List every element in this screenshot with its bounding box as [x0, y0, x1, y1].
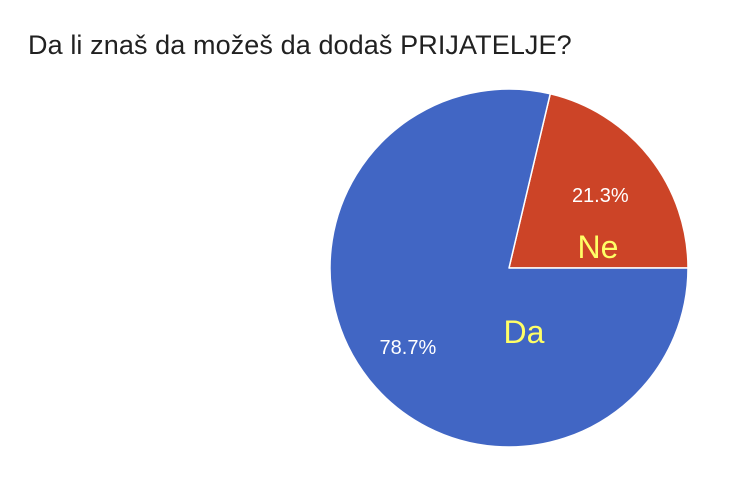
pie-percent-label-da: 78.7% — [380, 337, 437, 359]
pie-slice-ne — [508, 93, 689, 269]
pie-category-label-da: Da — [504, 314, 545, 350]
chart-title: Da li znaš da možeš da dodaš PRIJATELJE? — [28, 30, 572, 60]
pie-percent-label-ne: 21.3% — [572, 185, 629, 207]
pie-slice-da — [329, 88, 689, 448]
pie-category-label-ne: Ne — [578, 229, 619, 265]
